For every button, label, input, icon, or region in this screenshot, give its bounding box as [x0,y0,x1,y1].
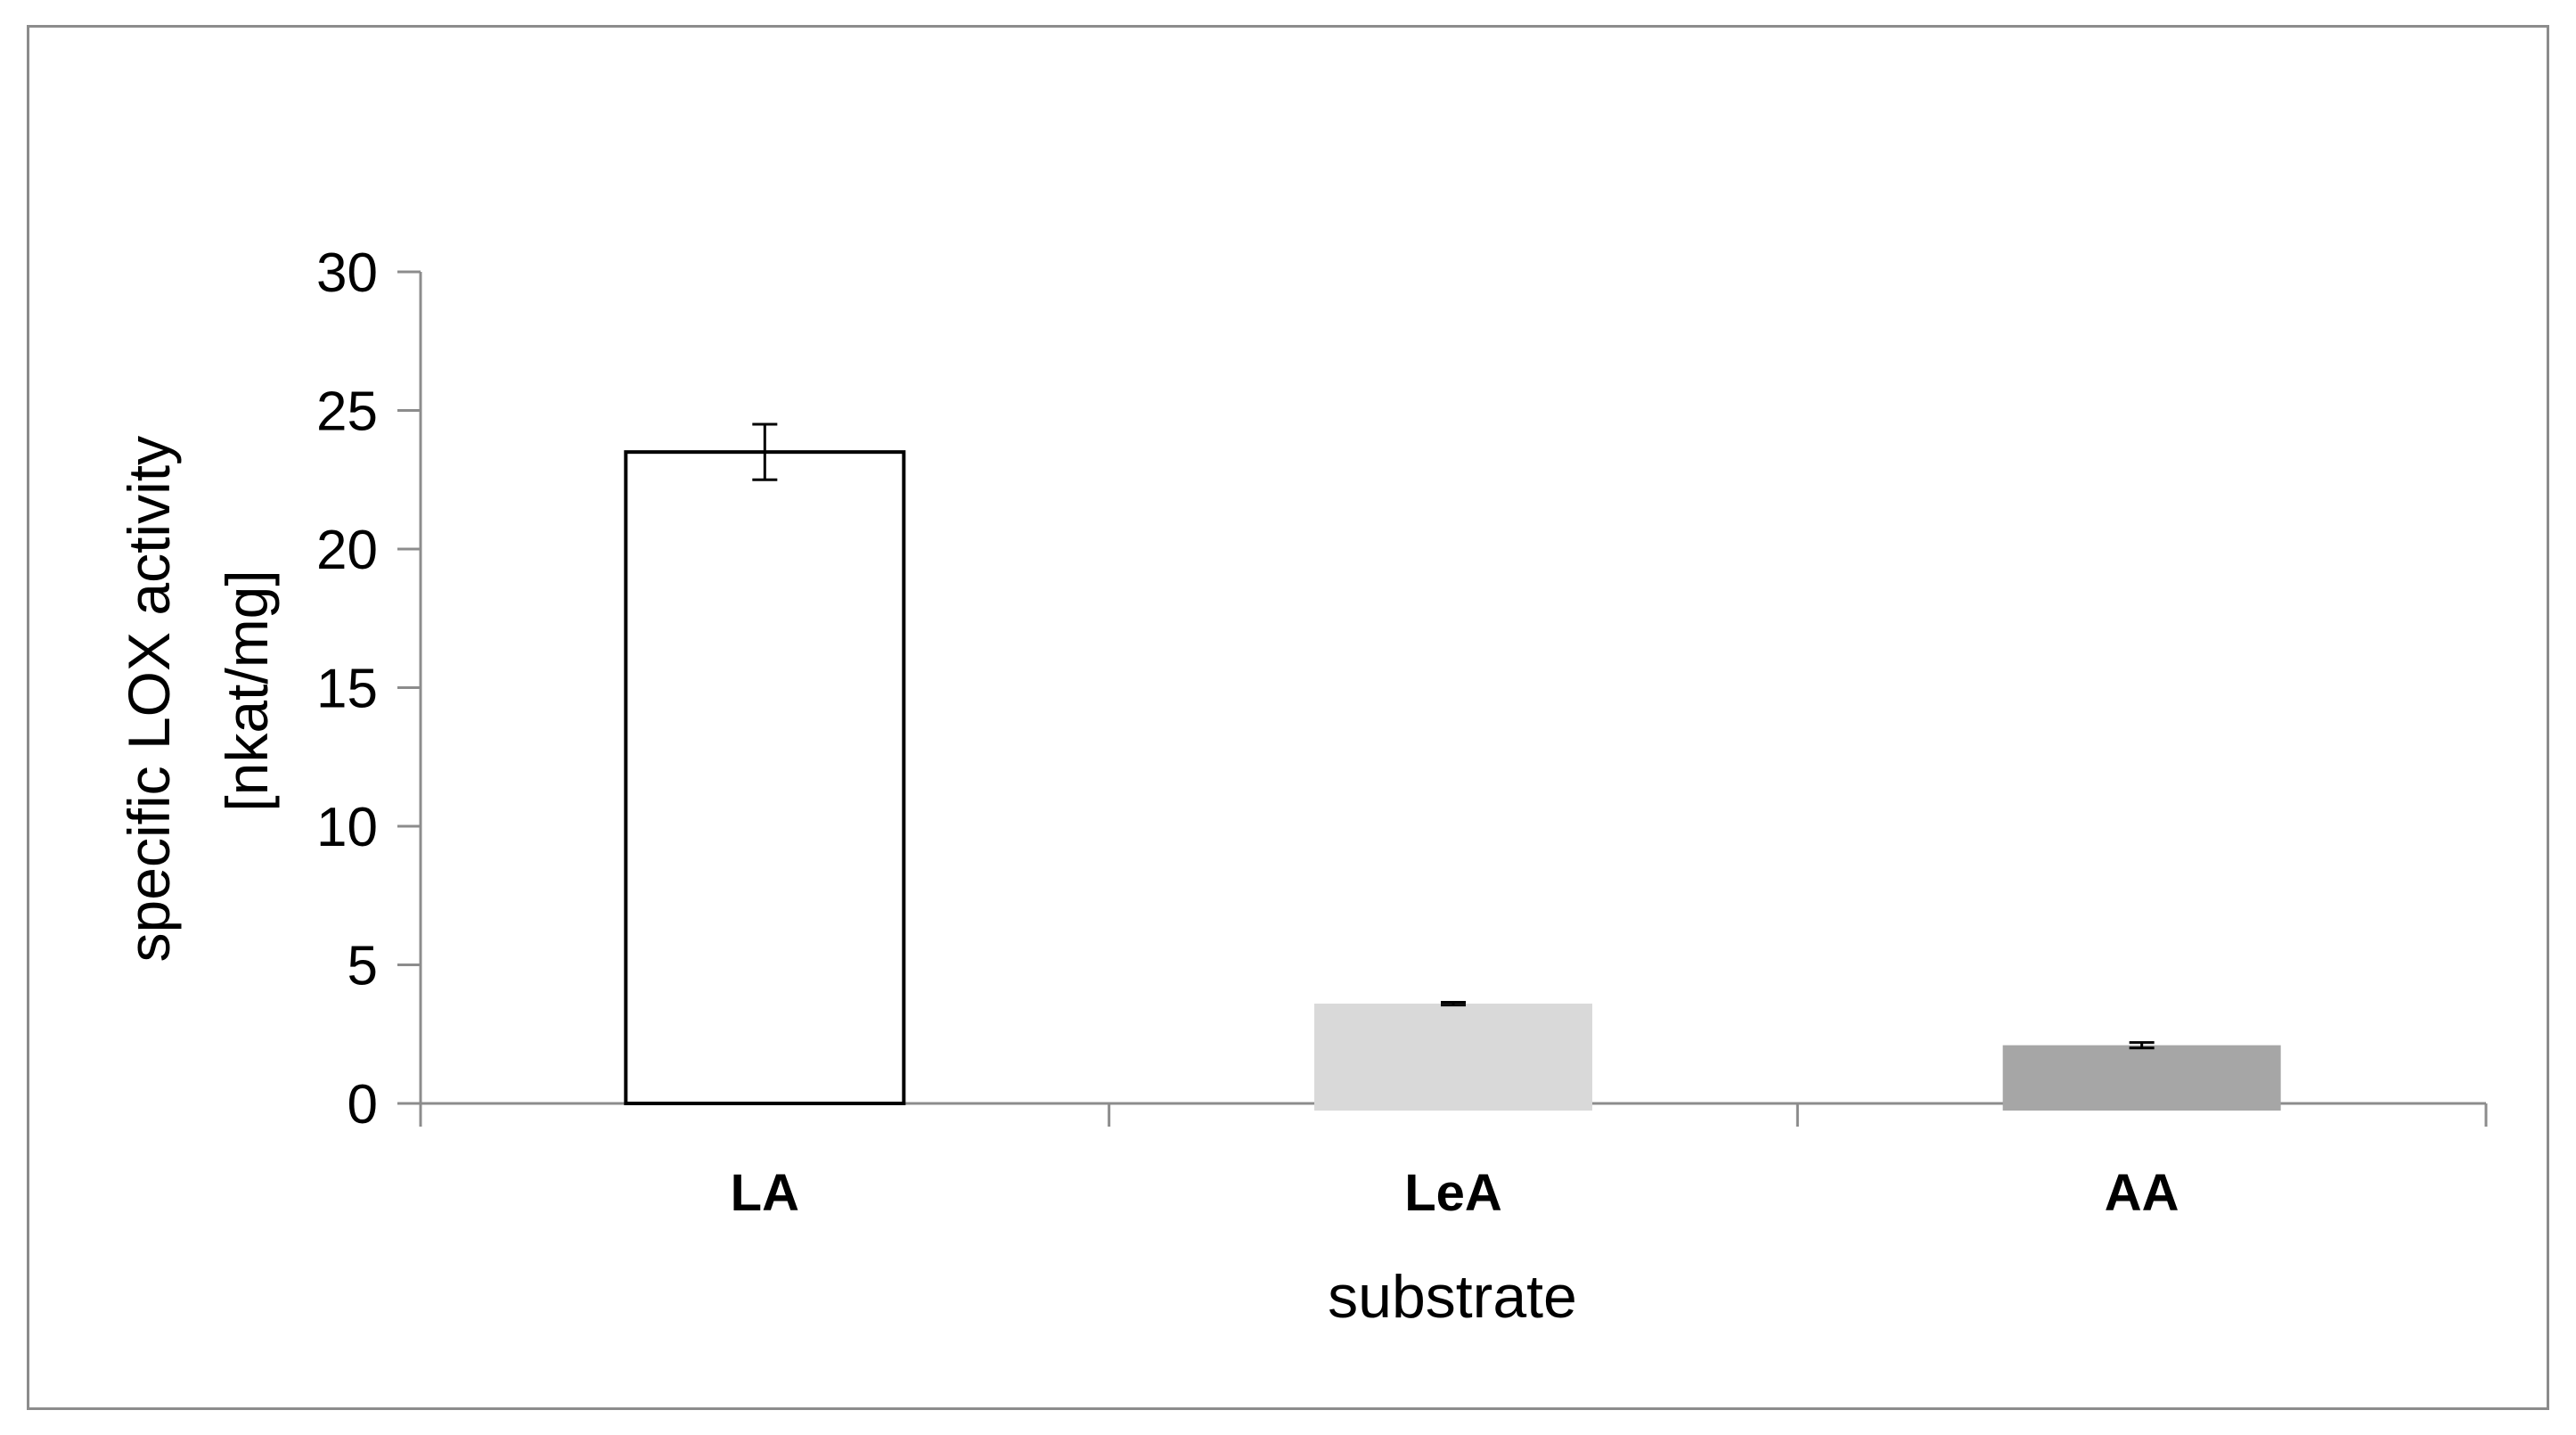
y-axis-title: specific LOX activity [nkat/mg] [116,420,280,963]
bar-la [624,450,906,1105]
bars [624,450,2281,1111]
y-tick-label: 5 [348,936,378,997]
x-tick-label: LA [731,1164,799,1222]
y-tick-label: 0 [348,1074,378,1136]
y-tick-label: 15 [316,659,378,720]
x-axis-title: substrate [1328,1263,1577,1331]
bar-lea [1314,1004,1592,1111]
y-tick-label: 10 [316,797,378,858]
y-tick-label: 20 [316,520,378,581]
y-tick-label: 30 [316,242,378,304]
y-axis-title-line-2: [nkat/mg] [214,570,280,811]
chart-frame [27,25,2549,1410]
y-tick-label: 25 [316,381,378,443]
y-axis-title-line-1: specific LOX activity [116,436,182,963]
x-tick-label: LeA [1404,1164,1502,1222]
error-bars [752,422,2155,1050]
bar-aa [2002,1045,2281,1111]
x-tick-labels: LA LeA AA [731,1164,2179,1222]
x-tick-label: AA [2105,1164,2179,1222]
y-tick-labels: 0 5 10 15 20 25 30 [316,242,378,1136]
